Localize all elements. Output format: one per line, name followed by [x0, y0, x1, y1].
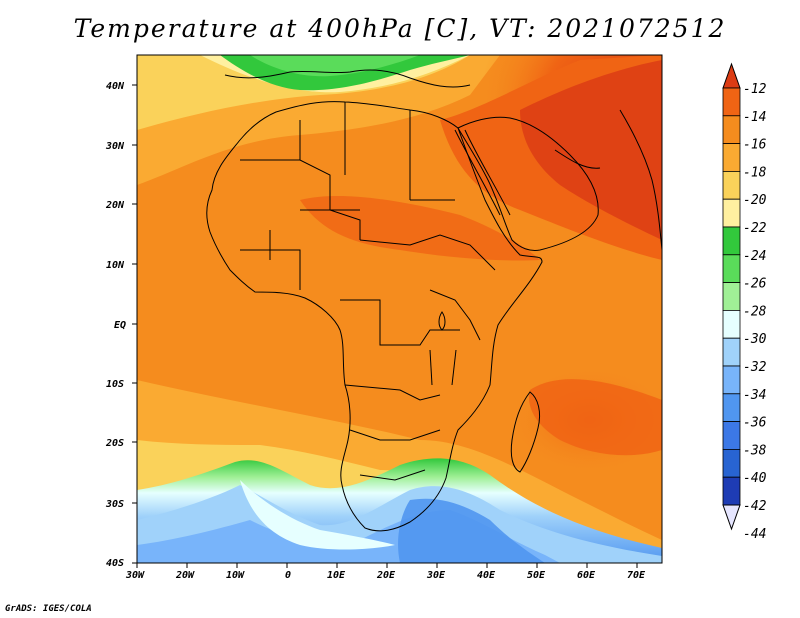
- colorbar-label: -38: [743, 443, 767, 458]
- lat-label: 40S: [106, 558, 124, 569]
- latitude-labels: 40N 30N 20N 10N EQ 10S 20S 30S 40S: [105, 81, 126, 569]
- coastlines: [206, 69, 662, 532]
- lon-label: 50E: [527, 570, 546, 581]
- longitude-labels: 30W 20W 10W 0 10E 20E 30E 40E 50E 60E 70…: [125, 570, 646, 581]
- lat-label: 30S: [105, 499, 124, 510]
- colorbar-swatch: [722, 170, 741, 200]
- map-frame: [136, 54, 663, 564]
- colorbar-swatch: [722, 282, 741, 311]
- lon-label: 0: [285, 570, 291, 581]
- axis-ticks: [132, 84, 638, 568]
- colorbar-label: -18: [743, 165, 767, 180]
- lon-label: 70E: [627, 570, 646, 581]
- colorbar-label: -36: [743, 416, 767, 431]
- lat-label: 20N: [105, 200, 125, 211]
- colorbar-swatch: [722, 365, 741, 395]
- colorbar-label: -40: [743, 471, 767, 486]
- lon-label: 10W: [226, 570, 245, 581]
- colorbar-swatch: [722, 393, 741, 422]
- lon-label: 60E: [577, 570, 596, 581]
- lat-label: EQ: [114, 320, 126, 331]
- colorbar-swatch: [722, 476, 741, 506]
- colorbar-swatch: [722, 448, 741, 478]
- colorbar-label: -30: [743, 332, 767, 347]
- colorbar-swatch: [722, 226, 741, 256]
- colorbar-label: -44: [743, 527, 766, 542]
- colorbar: -12 -14 -16 -18 -20 -22 -24 -26 -28 -30 -32 -34 -36 -…: [722, 62, 767, 542]
- colorbar-swatch: [722, 421, 741, 450]
- lon-label: 20E: [376, 570, 396, 581]
- temperature-field: [137, 55, 662, 563]
- colorbar-label: -28: [743, 304, 767, 319]
- colorbar-swatch: [722, 337, 741, 367]
- colorbar-label: -14: [743, 110, 766, 125]
- lat-label: 10S: [106, 379, 124, 390]
- colorbar-swatch: [722, 309, 741, 339]
- colorbar-swatch: [722, 198, 741, 228]
- lat-label: 40N: [106, 81, 125, 92]
- colorbar-label: -12: [743, 82, 767, 97]
- colorbar-swatch: [722, 87, 741, 117]
- colorbar-label: -42: [743, 499, 767, 514]
- lat-label: 20S: [105, 438, 124, 449]
- colorbar-label: -16: [743, 138, 767, 153]
- colorbar-label: -32: [743, 360, 767, 375]
- lon-label: 40E: [477, 570, 496, 581]
- colorbar-label: -24: [743, 249, 766, 264]
- colorbar-top-arrow: [722, 62, 741, 89]
- colorbar-label: -26: [743, 277, 767, 292]
- lon-label: 10E: [327, 570, 346, 581]
- colorbar-swatch: [722, 143, 741, 172]
- colorbar-label: -34: [743, 388, 766, 403]
- lat-label: 10N: [106, 260, 125, 271]
- lon-label: 20W: [175, 570, 195, 581]
- colorbar-bottom-arrow: [722, 504, 741, 531]
- colorbar-swatch: [722, 115, 741, 145]
- credit-text: GrADS: IGES/COLA: [5, 604, 92, 614]
- lat-label: 30N: [105, 141, 125, 152]
- lon-label: 30W: [125, 570, 145, 581]
- lon-label: 30E: [426, 570, 446, 581]
- colorbar-label: -22: [743, 221, 767, 236]
- colorbar-label: -20: [743, 193, 767, 208]
- map-title: Temperature at 400hPa [C], VT: 202107251…: [73, 14, 727, 43]
- colorbar-swatch: [722, 254, 741, 284]
